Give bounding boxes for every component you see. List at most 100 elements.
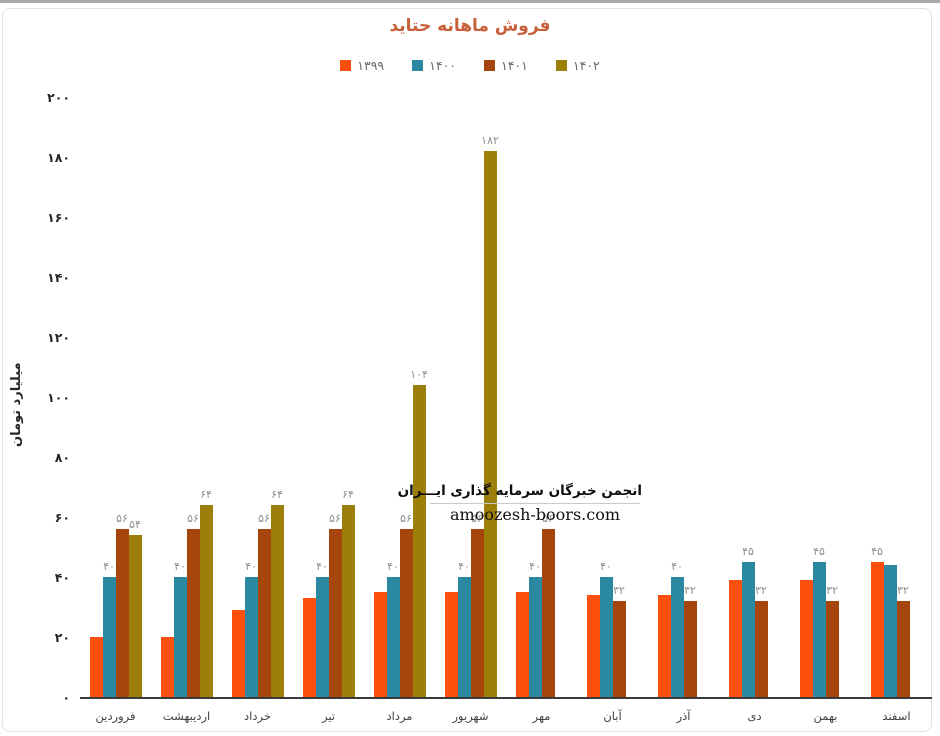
- bar-value-label: ۴۰: [671, 560, 683, 573]
- bar-۱۴۰۲-شهریور[interactable]: ۱۸۲: [481, 134, 499, 697]
- bar-۱۴۰۱-دی[interactable]: ۳۲: [754, 584, 768, 697]
- legend-swatch-icon: [412, 60, 424, 71]
- bar-slot: [302, 598, 316, 697]
- legend-item-۱۴۰۰[interactable]: ۱۴۰۰: [412, 58, 456, 73]
- bar-۱۳۹۹-آذر[interactable]: [657, 595, 671, 697]
- bar-۱۴۰۱-اسفند[interactable]: ۳۲: [896, 584, 910, 697]
- bar-۱۴۰۱-خرداد[interactable]: ۵۶: [257, 512, 271, 697]
- bar-slot: ۱۸۲: [481, 134, 499, 697]
- bar-۱۴۰۰-بهمن[interactable]: ۴۵: [812, 545, 826, 697]
- bar-value-label: ۴۰: [316, 560, 328, 573]
- bar-۱۴۰۱-مهر[interactable]: ۵۶: [541, 512, 555, 697]
- month-group: ۴۵ ۳۲ دی: [719, 97, 790, 723]
- bar-۱۴۰۰-آذر[interactable]: ۴۰: [670, 560, 684, 697]
- bar-value-label: ۳۲: [826, 584, 838, 597]
- bar-slot: ۳۲: [754, 584, 768, 697]
- legend: ۱۳۹۹ ۱۴۰۰ ۱۴۰۱ ۱۴۰۲: [0, 58, 940, 73]
- legend-item-۱۴۰۲[interactable]: ۱۴۰۲: [555, 58, 600, 73]
- bar-۱۳۹۹-تیر[interactable]: [302, 598, 316, 697]
- bar-۱۴۰۰-شهریور[interactable]: ۴۰: [457, 560, 471, 697]
- bar-۱۴۰۱-مرداد[interactable]: ۵۶: [399, 512, 413, 697]
- bar-slot: [657, 595, 671, 697]
- x-axis-label: فروردین: [95, 709, 136, 723]
- bar-۱۴۰۰-آبان[interactable]: ۴۰: [599, 560, 613, 697]
- bar-cluster: ۴۰ ۵۶: [515, 512, 568, 697]
- bar-۱۳۹۹-فروردین[interactable]: [89, 637, 103, 697]
- bar-value-label: ۴۰: [103, 560, 115, 573]
- bar-۱۳۹۹-آبان[interactable]: [586, 595, 600, 697]
- bar-value-label: ۳۲: [897, 584, 909, 597]
- bar-۱۳۹۹-خرداد[interactable]: [231, 610, 245, 697]
- x-axis-label: خرداد: [244, 709, 271, 723]
- bar-slot: ۳۲: [683, 584, 697, 697]
- bar-value-label: ۳۲: [613, 584, 625, 597]
- bar-slot: [231, 610, 245, 697]
- bar-۱۴۰۱-فروردین[interactable]: ۵۶: [115, 512, 129, 697]
- bar-۱۴۰۱-شهریور[interactable]: ۵۶: [470, 512, 484, 697]
- bar-۱۳۹۹-اردیبهشت[interactable]: [160, 637, 174, 697]
- month-group: ۴۰ ۵۶ ۶۴ خرداد: [222, 97, 293, 723]
- bar-۱۴۰۰-خرداد[interactable]: ۴۰: [244, 560, 258, 697]
- watermark: انجمن خبرگان سرمایه گذاری ایـــران amooz…: [398, 483, 642, 524]
- x-axis-label: تیر: [321, 709, 336, 723]
- bar-slot: [373, 592, 387, 697]
- legend-swatch-icon: [340, 60, 352, 71]
- legend-label: ۱۴۰۰: [429, 58, 456, 73]
- bar-۱۳۹۹-مهر[interactable]: [515, 592, 529, 697]
- bar-۱۳۹۹-دی[interactable]: [728, 580, 742, 697]
- bar-۱۴۰۰-اسفند[interactable]: [883, 565, 897, 697]
- bar-۱۴۰۲-خرداد[interactable]: ۶۴: [270, 488, 284, 697]
- bar-slot: [444, 592, 458, 697]
- bar-value-label: ۱۰۴: [410, 368, 428, 381]
- bar-۱۴۰۰-تیر[interactable]: ۴۰: [315, 560, 329, 697]
- bar-cluster: ۴۰ ۳۲: [586, 560, 639, 697]
- bar-۱۴۰۰-مرداد[interactable]: ۴۰: [386, 560, 400, 697]
- legend-item-۱۴۰۱[interactable]: ۱۴۰۱: [484, 58, 528, 73]
- bar-value-label: ۴۰: [245, 560, 257, 573]
- bar-۱۴۰۰-مهر[interactable]: ۴۰: [528, 560, 542, 697]
- bar-۱۴۰۲-فروردین[interactable]: ۵۴: [128, 518, 142, 697]
- bar-value-label: ۵۶: [329, 512, 341, 525]
- bar-value-label: ۴۵: [813, 545, 825, 558]
- y-axis-tick: ۲۰۰: [47, 90, 70, 105]
- bar-value-label: ۴۰: [529, 560, 541, 573]
- bar-۱۴۰۱-بهمن[interactable]: ۳۲: [825, 584, 839, 697]
- bar-۱۳۹۹-شهریور[interactable]: [444, 592, 458, 697]
- bar-۱۴۰۱-تیر[interactable]: ۵۶: [328, 512, 342, 697]
- bar-slot: [160, 637, 174, 697]
- bar-۱۴۰۱-آذر[interactable]: ۳۲: [683, 584, 697, 697]
- bar-۱۴۰۲-تیر[interactable]: ۶۴: [341, 488, 355, 697]
- bar-۱۴۰۰-اردیبهشت[interactable]: ۴۰: [173, 560, 187, 697]
- bar-slot: ۶۴: [341, 488, 355, 697]
- month-group: ۴۰ ۵۶ ۶۴ اردیبهشت: [151, 97, 222, 723]
- bar-slot: ۳۲: [825, 584, 839, 697]
- y-axis-tick: ۰: [62, 690, 70, 705]
- legend-label: ۱۳۹۹: [357, 58, 385, 73]
- bar-slot: ۴۰: [102, 560, 116, 697]
- bar-۱۴۰۱-اردیبهشت[interactable]: ۵۶: [186, 512, 200, 697]
- legend-item-۱۳۹۹[interactable]: ۱۳۹۹: [340, 58, 384, 73]
- x-axis-label: مهر: [532, 709, 551, 723]
- bar-۱۴۰۱-آبان[interactable]: ۳۲: [612, 584, 626, 697]
- chart-title: فروش ماهانه حتاید: [389, 16, 551, 36]
- bar-slot: [89, 637, 103, 697]
- month-group: ۴۵ ۳۲ اسفند: [861, 97, 932, 723]
- bar-۱۳۹۹-بهمن[interactable]: [799, 580, 813, 697]
- y-axis-tick: ۱۴۰: [47, 270, 70, 285]
- bar-۱۳۹۹-مرداد[interactable]: [373, 592, 387, 697]
- month-group: ۴۰ ۵۶ مهر: [506, 97, 577, 723]
- bar-۱۴۰۰-فروردین[interactable]: ۴۰: [102, 560, 116, 697]
- bar-slot: ۴۰: [670, 560, 684, 697]
- bar-۱۴۰۲-مرداد[interactable]: ۱۰۴: [410, 368, 428, 697]
- bar-slot: ۴۰: [386, 560, 400, 697]
- bar-value-label: ۴۵: [742, 545, 754, 558]
- bar-value-label: ۵۶: [258, 512, 270, 525]
- month-group: ۴۰ ۵۶ ۶۴ تیر: [293, 97, 364, 723]
- bar-۱۴۰۲-اردیبهشت[interactable]: ۶۴: [199, 488, 213, 697]
- bar-slot: ۴۰: [599, 560, 613, 697]
- bar-۱۳۹۹-اسفند[interactable]: ۴۵: [870, 545, 884, 697]
- bar-value-label: ۵۶: [116, 512, 128, 525]
- bar-slot: ۴۵: [812, 545, 826, 697]
- bar-۱۴۰۰-دی[interactable]: ۴۵: [741, 545, 755, 697]
- x-axis-label: آذر: [676, 709, 691, 723]
